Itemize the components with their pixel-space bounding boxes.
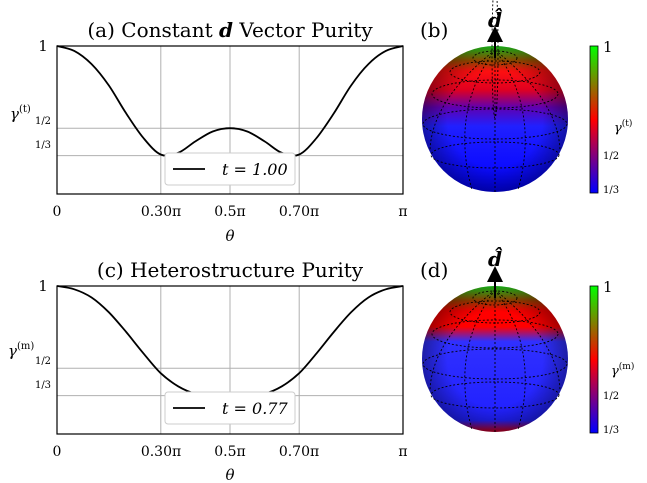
panel-a-curve	[56, 45, 404, 157]
panel-c-xticks: 0 0.30π 0.5π 0.70π π	[53, 444, 408, 460]
colorbar-d-tick-third: 1/3	[603, 425, 619, 436]
panel-a-axes-frame	[56, 45, 404, 195]
panel-c-ylabel: γ(m)	[8, 341, 34, 360]
panel-a-yticks: 1 1/2 1/3	[35, 37, 51, 151]
panel-c-ytick-1: 1	[38, 277, 48, 295]
panel-c-ytick-third: 1/3	[35, 380, 51, 391]
panel-a-xtick-4: π	[398, 204, 407, 220]
panel-a-xtick-3: 0.70π	[279, 204, 319, 220]
panel-c-legend: t = 0.77	[164, 391, 296, 425]
panel-c-ytick-half: 1/2	[35, 356, 51, 367]
colorbar-b-tick-half: 1/2	[603, 151, 619, 162]
colorbar-b-top: 1	[603, 38, 613, 56]
colorbar-d-tick-half: 1/2	[603, 391, 619, 402]
panel-b-vector-label: d̂	[488, 6, 503, 32]
panel-c-xtick-4: π	[398, 444, 407, 460]
colorbar-d-top: 1	[603, 278, 613, 296]
panel-a-xtick-1: 0.30π	[141, 204, 181, 220]
panel-b-label: (b)	[420, 18, 448, 42]
panel-b: (b) d̂ 1 1/2 1/3 γ(t)	[420, 0, 632, 196]
panel-a-ytick-third: 1/3	[35, 140, 51, 151]
panel-c-xtick-3: 0.70π	[279, 444, 319, 460]
panel-a-ylabel: γ(t)	[10, 104, 31, 123]
colorbar-b	[589, 45, 599, 194]
panel-c-yticks: 1 1/2 1/3	[35, 277, 51, 391]
panel-a-legend: t = 1.00	[164, 152, 296, 186]
panel-a-xtick-2: 0.5π	[214, 204, 245, 220]
colorbar-d-label: γ(m)	[611, 361, 634, 379]
panel-c: (c) Heterostructure Purity 0 0.30π 0.5π …	[8, 258, 408, 483]
panel-c-axes-frame	[56, 285, 404, 435]
colorbar-b-tick-third: 1/3	[603, 185, 619, 196]
panel-c-xtick-2: 0.5π	[214, 444, 245, 460]
panel-c-xlabel: θ	[225, 466, 234, 483]
panel-a: (a) Constant d Vector Purity 0 0.30π 0.5…	[10, 18, 408, 245]
panel-a-ytick-half: 1/2	[35, 116, 51, 127]
colorbar-b-label: γ(t)	[614, 118, 632, 136]
panel-a-legend-label: t = 1.00	[222, 160, 288, 179]
panel-a-xtick-0: 0	[53, 204, 62, 220]
sphere-b-gridlines	[422, 0, 568, 192]
panel-a-ytick-1: 1	[38, 37, 48, 55]
panel-a-title: (a) Constant d Vector Purity	[87, 18, 373, 42]
panel-c-xtick-1: 0.30π	[141, 444, 181, 460]
panel-a-xlabel: θ	[225, 227, 234, 245]
panel-c-title: (c) Heterostructure Purity	[97, 258, 364, 282]
panel-a-xticks: 0 0.30π 0.5π 0.70π π	[53, 204, 408, 220]
panel-c-xtick-0: 0	[53, 444, 62, 460]
panel-d: (d) d̂ 1 1/2 1/3 γ(m)	[420, 245, 634, 436]
colorbar-d	[589, 285, 599, 434]
panel-d-vector-label: d̂	[488, 245, 503, 271]
sphere-d-gridlines	[422, 286, 568, 432]
panel-d-label: (d)	[420, 258, 448, 282]
panel-c-legend-label: t = 0.77	[222, 399, 288, 418]
